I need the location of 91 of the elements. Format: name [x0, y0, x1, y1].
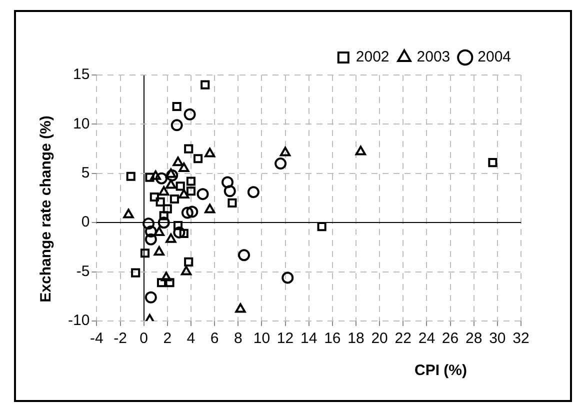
point [178, 162, 190, 172]
y-tick-label: 5 [81, 164, 90, 182]
point [144, 233, 157, 246]
point [200, 80, 210, 90]
point [144, 291, 157, 304]
x-tick-label: 2 [163, 330, 172, 348]
point [181, 206, 194, 219]
x-tick-label: 16 [324, 330, 341, 348]
x-tick-label: 0 [140, 330, 148, 348]
x-tick-label: 12 [276, 330, 294, 348]
x-tick-label: 10 [253, 330, 270, 348]
point [170, 119, 183, 132]
point [160, 272, 172, 282]
y-tick-label: -5 [76, 262, 90, 280]
point [184, 108, 196, 120]
x-tick-label: -4 [90, 330, 104, 348]
x-tick-label: 8 [234, 330, 242, 348]
point [156, 197, 165, 206]
point [156, 172, 168, 184]
legend-label: 2004 [478, 48, 512, 66]
point [166, 169, 178, 182]
point [144, 225, 157, 238]
point [178, 189, 190, 199]
x-tick-label: 18 [348, 330, 364, 348]
y-tick-label: 10 [72, 115, 90, 132]
point [172, 102, 182, 112]
point [142, 218, 155, 230]
point [158, 186, 170, 196]
point [126, 172, 136, 181]
x-tick-label: 20 [371, 330, 388, 348]
point [204, 204, 216, 214]
legend-label: 2002 [356, 48, 390, 66]
point [166, 179, 176, 189]
point [194, 154, 203, 164]
point [165, 278, 174, 288]
legend-label: 2003 [416, 48, 450, 66]
point [166, 233, 176, 243]
point [162, 204, 172, 214]
point [123, 208, 134, 218]
x-tick-label: 22 [394, 330, 412, 348]
point [140, 248, 150, 258]
point [170, 194, 180, 204]
y-tick-label: 15 [72, 66, 90, 84]
point [186, 186, 196, 196]
point [317, 222, 326, 232]
y-tick-label: 0 [81, 214, 90, 231]
point [159, 211, 168, 220]
point [196, 188, 209, 200]
point [150, 192, 159, 202]
point [150, 170, 161, 180]
point [154, 246, 164, 256]
point [131, 268, 140, 278]
point [166, 168, 176, 178]
point [176, 182, 185, 191]
x-tick-label: 6 [210, 330, 219, 348]
point [238, 249, 250, 262]
point [158, 216, 170, 229]
point [184, 257, 194, 266]
point [145, 172, 154, 182]
point [224, 185, 236, 198]
point [180, 266, 192, 276]
x-tick-label: 30 [489, 330, 506, 348]
point [172, 156, 184, 166]
point [280, 146, 291, 156]
point [282, 272, 294, 284]
y-tick-label: -10 [68, 312, 90, 330]
point [173, 221, 183, 230]
point [184, 144, 194, 154]
x-tick-label: 14 [300, 330, 318, 348]
x-tick-label: 26 [442, 330, 459, 348]
x-tick-label: 4 [186, 330, 196, 348]
x-tick-label: 24 [418, 330, 436, 348]
point [156, 278, 166, 288]
point [235, 303, 246, 313]
y-axis-title: Exchange rate change (%) [38, 116, 54, 302]
point [488, 158, 498, 168]
point [186, 176, 196, 186]
x-tick-label: 28 [466, 330, 482, 348]
point [154, 226, 164, 236]
point [228, 198, 237, 208]
point [274, 158, 287, 170]
x-tick-label: -2 [114, 330, 127, 348]
point [204, 148, 216, 158]
point [179, 228, 188, 238]
x-tick-label: 32 [512, 330, 530, 348]
point [222, 176, 234, 188]
point [355, 146, 366, 156]
point [186, 206, 198, 218]
x-axis-title: CPI (%) [414, 362, 467, 379]
point [247, 186, 260, 198]
point [173, 226, 186, 238]
